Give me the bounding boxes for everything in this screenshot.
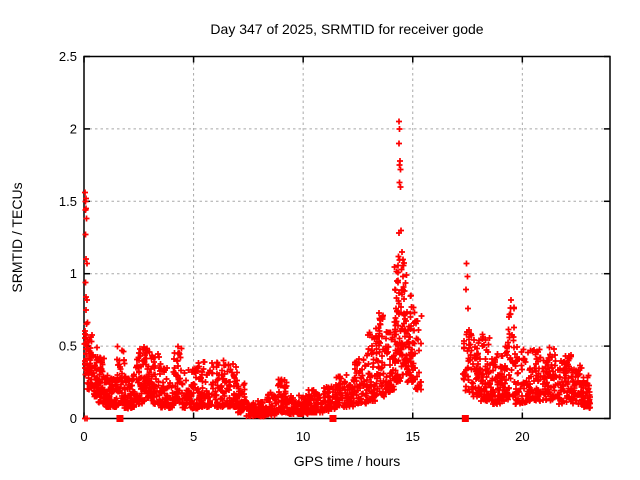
svg-text:0: 0 [80,429,87,444]
svg-text:2.5: 2.5 [59,49,77,64]
plot-border [83,55,611,420]
svg-text:1.5: 1.5 [59,194,77,209]
svg-text:5: 5 [190,429,197,444]
x-tick-labels: 0 5 10 15 20 [80,429,529,444]
svg-text:1: 1 [70,266,77,281]
svg-text:0: 0 [70,411,77,426]
svg-text:20: 20 [515,429,529,444]
svg-text:15: 15 [406,429,420,444]
chart-title: Day 347 of 2025, SRMTID for receiver god… [210,21,483,37]
y-axis-label: SRMTID / TECUs [9,182,25,292]
scatter-points [81,118,593,422]
svg-text:2: 2 [70,121,77,136]
x-axis-label: GPS time / hours [294,453,401,469]
axis-gap-square-markers [116,415,469,422]
svg-text:0.5: 0.5 [59,339,77,354]
y-tick-labels: 0 0.5 1 1.5 2 2.5 [59,49,77,426]
svg-text:10: 10 [296,429,310,444]
